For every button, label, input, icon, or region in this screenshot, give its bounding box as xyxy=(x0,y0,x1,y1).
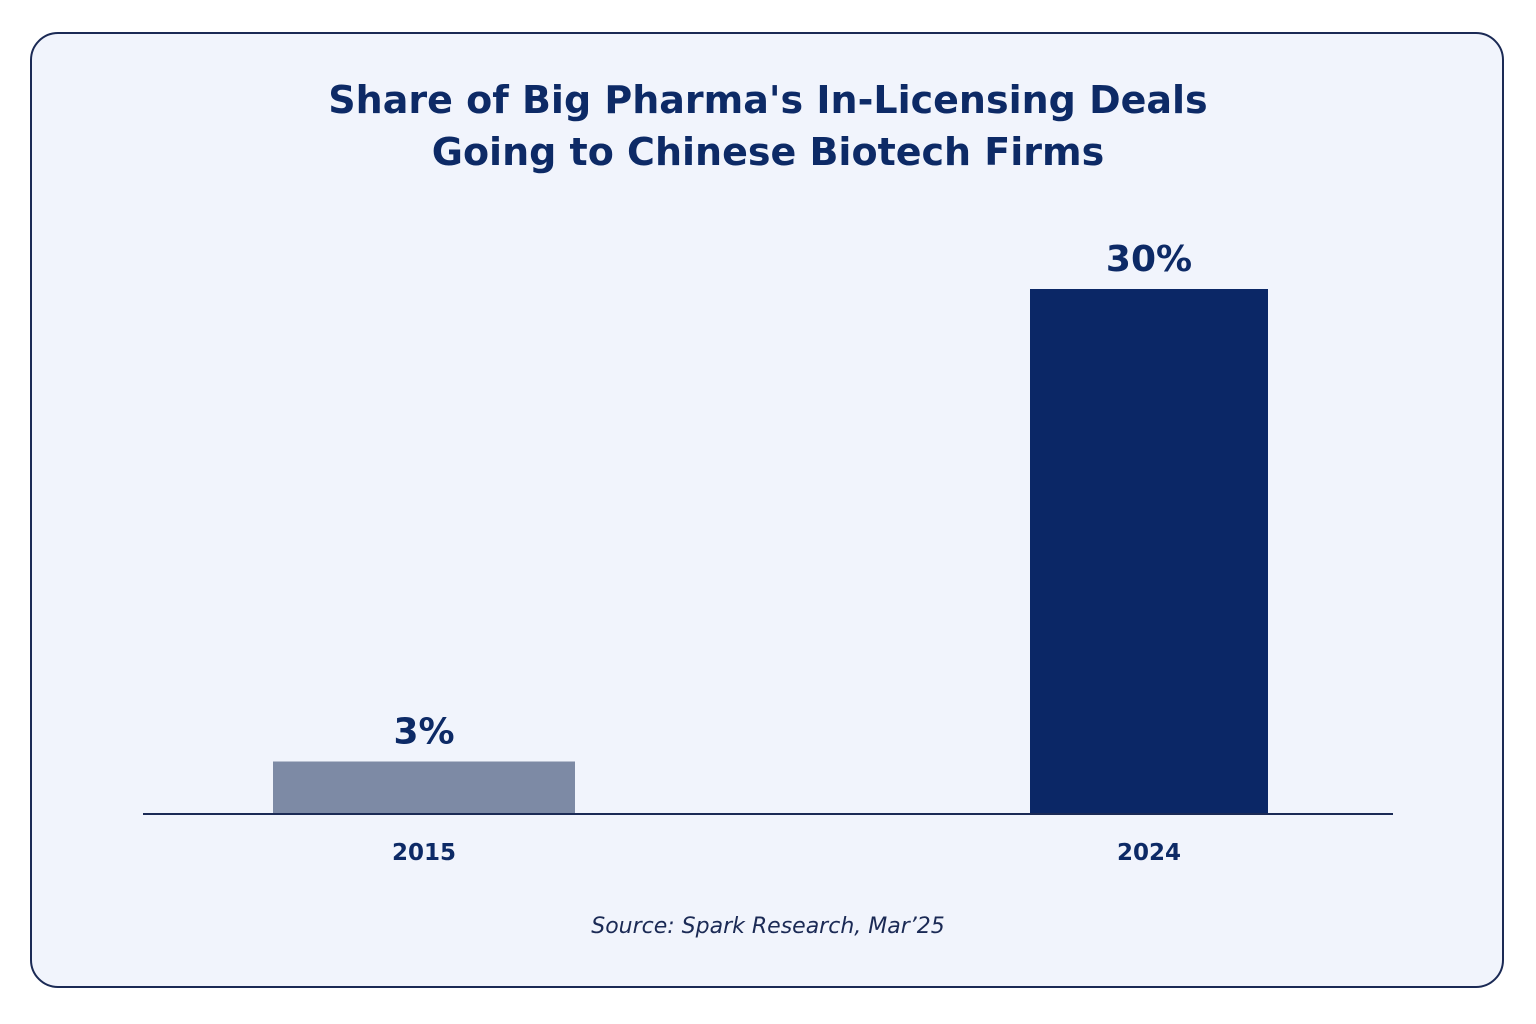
chart-source: Source: Spark Research, Mar’25 xyxy=(591,914,945,939)
x-tick-label-2024: 2024 xyxy=(1117,840,1181,866)
chart-title-line-1: Share of Big Pharma's In-Licensing Deals xyxy=(328,78,1208,122)
value-label-2024: 30% xyxy=(1106,239,1192,280)
chart-title: Share of Big Pharma's In-Licensing Deals… xyxy=(0,74,1536,178)
bar-2024 xyxy=(1030,289,1268,814)
chart-title-line-2: Going to Chinese Biotech Firms xyxy=(431,130,1105,174)
x-tick-label-2015: 2015 xyxy=(392,840,456,866)
bar-2015 xyxy=(273,761,575,814)
value-label-2015: 3% xyxy=(393,712,454,753)
